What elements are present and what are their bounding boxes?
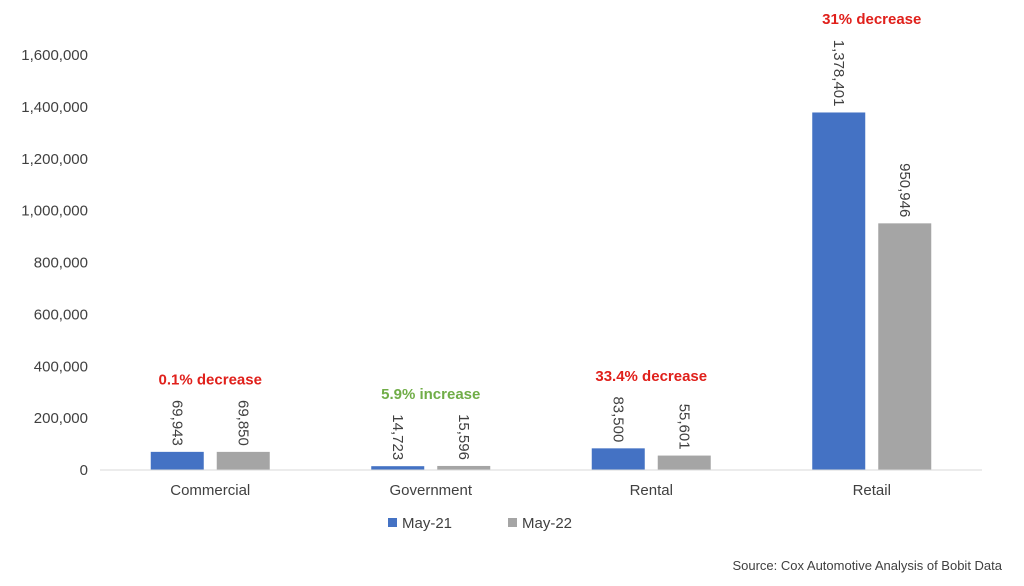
change-annotation: 0.1% decrease	[159, 372, 262, 389]
bar-may-22-rental	[657, 455, 711, 470]
category-label: Commercial	[170, 482, 250, 499]
y-tick-label: 800,000	[34, 255, 88, 272]
data-label: 950,946	[896, 163, 913, 217]
y-tick-label: 400,000	[34, 358, 88, 375]
data-label: 55,601	[675, 404, 692, 450]
category-label: Government	[389, 482, 472, 499]
bar-may-22-commercial	[216, 451, 270, 470]
y-tick-label: 600,000	[34, 306, 88, 323]
data-label: 69,943	[168, 400, 185, 446]
y-tick-label: 1,000,000	[21, 203, 88, 220]
bar-may-21-government	[371, 466, 425, 470]
change-annotation: 31% decrease	[822, 11, 921, 28]
bar-may-22-retail	[878, 223, 932, 470]
bar-may-22-government	[437, 465, 491, 470]
legend-swatch	[508, 518, 517, 527]
y-tick-label: 1,400,000	[21, 99, 88, 116]
y-tick-label: 1,600,000	[21, 47, 88, 64]
change-annotation: 5.9% increase	[381, 386, 480, 403]
legend-swatch	[388, 518, 397, 527]
bar-may-21-commercial	[150, 451, 204, 470]
data-label: 1,378,401	[830, 40, 847, 107]
category-label: Rental	[630, 482, 673, 499]
data-label: 14,723	[389, 414, 406, 460]
legend: May-21 May-22	[388, 515, 572, 532]
annotations: 0.1% decrease 5.9% increase 33.4% decrease…	[159, 11, 922, 403]
category-label: Retail	[853, 482, 891, 499]
source-note: Source: Cox Automotive Analysis of Bobit…	[732, 558, 1002, 573]
legend-label: May-21	[402, 515, 452, 532]
y-tick-label: 200,000	[34, 410, 88, 427]
bar-may-21-retail	[812, 112, 866, 471]
legend-label: May-22	[522, 515, 572, 532]
data-label: 69,850	[234, 400, 251, 446]
change-annotation: 33.4% decrease	[595, 368, 707, 385]
data-label: 83,500	[609, 396, 626, 442]
y-tick-label: 0	[80, 462, 88, 479]
y-axis: 0 200,000 400,000 600,000 800,000 1,000,000 1,…	[21, 47, 88, 479]
bar-may-21-rental	[591, 448, 645, 470]
x-axis: Commercial Government Rental Retail	[100, 469, 982, 499]
bars	[150, 112, 932, 471]
y-tick-label: 1,200,000	[21, 151, 88, 168]
data-labels: 69,943 69,850 14,723 15,596 83,500 55,601 1,37…	[168, 40, 913, 460]
data-label: 15,596	[455, 414, 472, 460]
